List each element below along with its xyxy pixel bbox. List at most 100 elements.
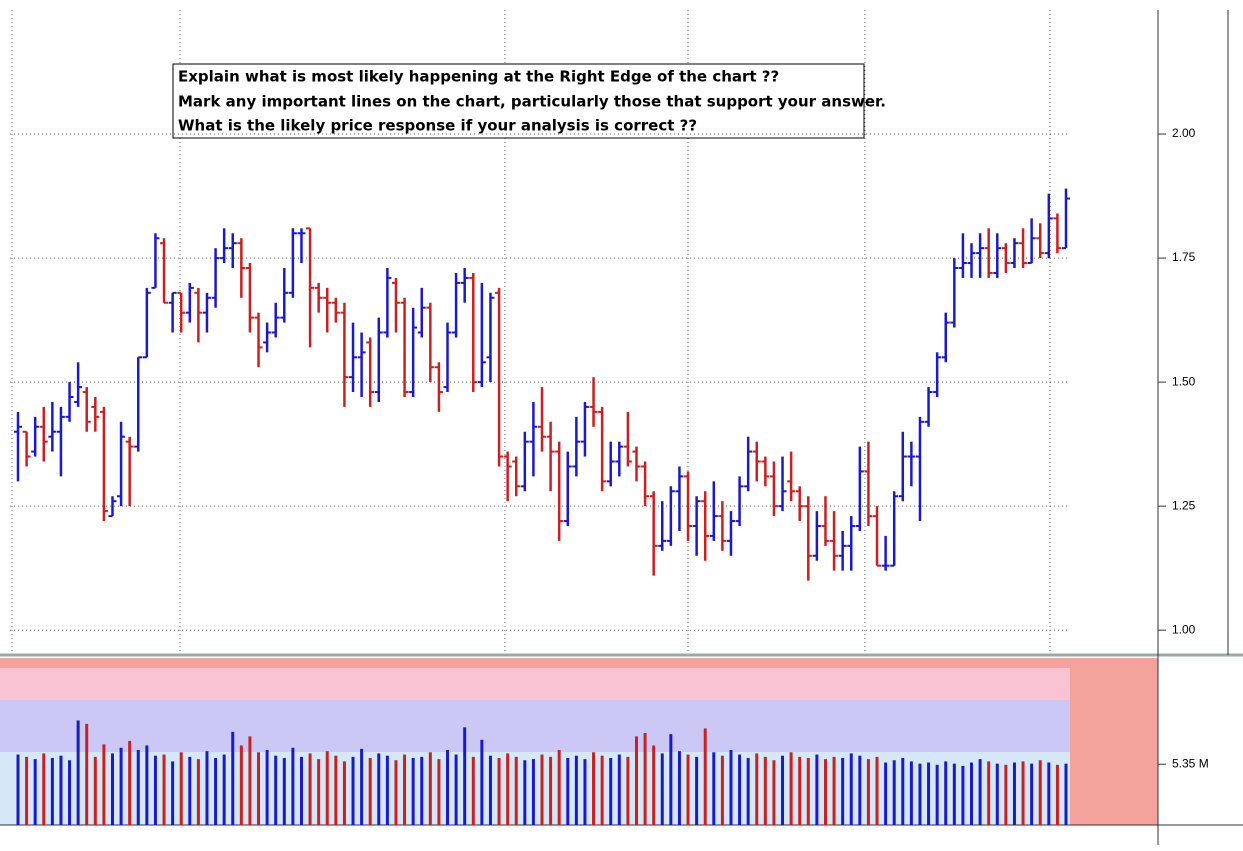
volume-band-inner: [0, 752, 1070, 825]
volume-bar: [33, 759, 37, 825]
volume-bar: [411, 757, 415, 825]
volume-bar: [806, 757, 810, 825]
volume-bar: [50, 757, 54, 825]
volume-bar: [944, 761, 948, 825]
volume-bar: [274, 755, 278, 825]
volume-bar: [884, 762, 888, 825]
volume-bar: [583, 759, 587, 825]
volume-bar: [720, 755, 724, 825]
note-box: [172, 63, 865, 139]
volume-bar: [102, 744, 106, 825]
volume-bar: [368, 757, 372, 825]
volume-bar: [497, 757, 501, 825]
volume-bar: [995, 763, 999, 825]
volume-bar: [1064, 763, 1068, 825]
volume-bar: [772, 760, 776, 825]
y-tick-label: 1.25: [1172, 498, 1196, 512]
volume-bar: [841, 757, 845, 825]
volume-bar: [609, 757, 613, 825]
volume-bar: [506, 753, 510, 825]
volume-bar: [540, 754, 544, 825]
volume-bar: [866, 759, 870, 825]
volume-bar: [523, 760, 527, 825]
volume-bar: [686, 754, 690, 825]
volume-bar: [557, 750, 561, 825]
volume-bar: [403, 754, 407, 825]
volume-bar: [437, 759, 441, 825]
volume-bar: [360, 748, 364, 825]
volume-bar: [16, 754, 20, 825]
volume-bar: [746, 757, 750, 825]
volume-bar: [712, 752, 716, 825]
volume-bar: [205, 751, 209, 825]
volume-bar: [308, 753, 312, 825]
volume-bar: [1004, 764, 1008, 825]
volume-bar: [566, 757, 570, 825]
y-tick-label: 2.00: [1172, 126, 1196, 140]
volume-bar: [901, 757, 905, 825]
volume-bar: [463, 727, 467, 825]
volume-bar: [918, 763, 922, 825]
volume-bar: [660, 753, 664, 825]
volume-bar: [1055, 764, 1059, 825]
volume-bar: [471, 756, 475, 825]
volume-bar: [789, 752, 793, 825]
volume-bar: [446, 750, 450, 825]
volume-bar: [1021, 761, 1025, 825]
volume-bar: [574, 755, 578, 825]
volume-bar: [703, 728, 707, 825]
volume-bar: [1012, 762, 1016, 825]
volume-bar: [76, 720, 80, 825]
volume-bar: [617, 754, 621, 825]
volume-bar: [1047, 762, 1051, 825]
volume-bar: [420, 756, 424, 825]
volume-bar: [763, 756, 767, 825]
volume-bar: [351, 756, 355, 825]
volume-bar: [1038, 760, 1042, 825]
volume-bar: [110, 753, 114, 825]
volume-bar: [317, 759, 321, 825]
volume-bar: [669, 734, 673, 825]
volume-bar: [239, 745, 243, 825]
volume-bar: [514, 756, 518, 825]
y-tick-label: 1.00: [1172, 622, 1196, 636]
volume-bar: [25, 756, 29, 825]
volume-bar: [729, 750, 733, 825]
volume-bar: [634, 736, 638, 825]
volume-bar: [549, 756, 553, 825]
volume-bar: [531, 759, 535, 825]
volume-bar: [265, 750, 269, 825]
volume-bar: [677, 751, 681, 825]
volume-bar: [738, 754, 742, 825]
volume-bar: [42, 753, 46, 825]
volume-bar: [480, 739, 484, 825]
volume-bar: [592, 752, 596, 825]
volume-bar: [188, 756, 192, 825]
volume-bar: [119, 747, 123, 825]
volume-bar: [162, 754, 166, 825]
volume-bar: [909, 761, 913, 825]
volume-bar: [643, 732, 647, 825]
volume-bar: [85, 723, 89, 825]
volume-tick-label: 5.35 M: [1172, 756, 1209, 770]
note-line: What is the likely price response if you…: [178, 117, 697, 135]
volume-bar: [652, 745, 656, 825]
volume-bar: [454, 754, 458, 825]
note-line: Mark any important lines on the chart, p…: [178, 93, 886, 111]
volume-bar: [935, 764, 939, 825]
volume-bar: [858, 755, 862, 825]
volume-bar: [153, 755, 157, 825]
volume-bar: [385, 755, 389, 825]
volume-bar: [970, 762, 974, 825]
volume-bar: [600, 755, 604, 825]
volume-bar: [832, 756, 836, 825]
volume-bar: [248, 736, 252, 825]
volume-bar: [394, 760, 398, 825]
volume-bar: [342, 761, 346, 825]
y-tick-label: 1.50: [1172, 374, 1196, 388]
volume-bar: [196, 759, 200, 825]
volume-bar: [282, 757, 286, 825]
volume-bar: [257, 752, 261, 825]
volume-bar: [334, 755, 338, 825]
volume-bar: [93, 756, 97, 825]
